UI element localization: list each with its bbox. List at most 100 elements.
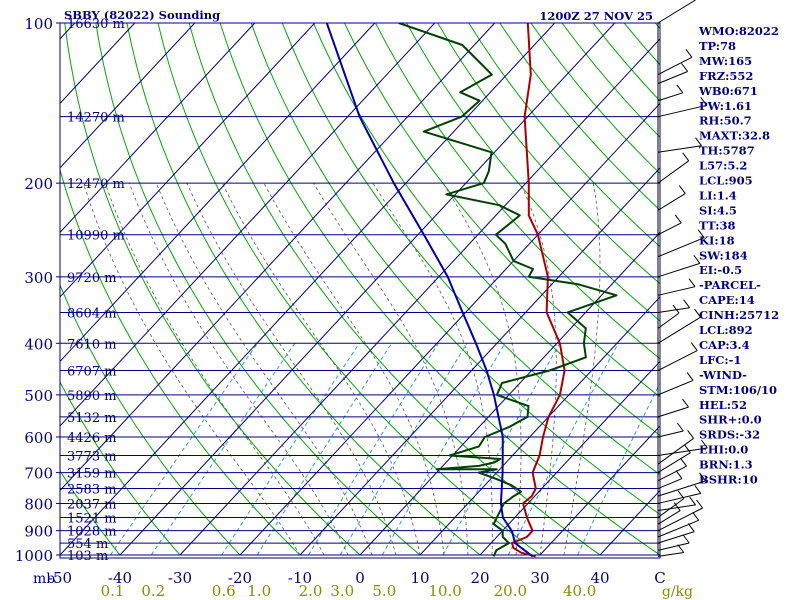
- wind-barb: [657, 511, 700, 538]
- wind-barb: [657, 48, 693, 76]
- isotherm-line: [60, 23, 316, 298]
- pressure-unit-label: mb: [33, 571, 55, 587]
- height-label: 8604 m: [67, 306, 117, 321]
- temperature-tick-label: -50: [48, 569, 72, 587]
- wind-barb: [657, 137, 702, 153]
- height-label: 2583 m: [67, 483, 117, 498]
- temperature-tick-label: -10: [288, 569, 312, 587]
- mixing-ratio-label: 2.0: [299, 582, 323, 600]
- height-label: 16630 m: [67, 17, 125, 32]
- wind-barb: [657, 534, 690, 551]
- wind-barb: [657, 63, 688, 85]
- wind-barb: [657, 444, 691, 474]
- wind-barb: [657, 255, 701, 278]
- isotherm-line: [60, 23, 496, 492]
- chart-background-lines: [60, 23, 660, 556]
- index-entry: MW:165: [699, 54, 752, 68]
- index-entry: MAXT:32.8: [699, 129, 770, 143]
- index-entry: L57:5.2: [699, 159, 747, 173]
- pressure-tick-label: 500: [24, 387, 53, 405]
- wind-barb: [657, 439, 708, 456]
- temperature-tick-label: -30: [168, 569, 192, 587]
- isotherm-line: [239, 102, 660, 556]
- wind-barb: [657, 470, 683, 489]
- height-label: 3159 m: [67, 467, 117, 482]
- temperature-tick-label: 30: [530, 569, 549, 587]
- isotherm-line: [539, 425, 660, 556]
- wind-barb: [657, 299, 690, 313]
- dewpoint-profile-line: [398, 23, 618, 557]
- wind-barb: [657, 278, 696, 296]
- index-entry: -PARCEL-: [699, 278, 761, 292]
- mixing-ratio-label: 5.0: [372, 582, 396, 600]
- wind-barb: [657, 502, 681, 525]
- height-label: 4426 m: [67, 431, 117, 446]
- mixing-ratio-label: 1.0: [247, 582, 271, 600]
- height-label: 10990 m: [67, 229, 125, 244]
- wind-barb: [657, 97, 708, 118]
- index-entry: HEL:52: [699, 398, 747, 412]
- wind-barb: [657, 398, 689, 418]
- mixing-ratio-label: 10.0: [428, 582, 461, 600]
- chart-series: [325, 23, 618, 558]
- height-label: 12470 m: [67, 177, 125, 192]
- height-label: 2037 m: [67, 497, 117, 512]
- wind-barb: [657, 308, 701, 344]
- wind-barb: [657, 152, 690, 184]
- index-entry: SHR+:0.0: [699, 413, 762, 427]
- pressure-tick-label: 800: [24, 495, 53, 513]
- index-entry: SW:184: [699, 248, 748, 262]
- pressure-tick-label: 600: [24, 429, 53, 447]
- height-label: 1028 m: [67, 525, 117, 540]
- temperature-tick-label: 10: [410, 569, 429, 587]
- index-entry: CAP:3.4: [699, 338, 750, 352]
- wind-barb: [657, 429, 694, 465]
- wind-barb: [657, 485, 702, 504]
- valid-time: 1200Z 27 NOV 25: [539, 9, 653, 23]
- index-entry: BRN:1.3: [699, 458, 753, 472]
- wind-barb: [657, 496, 696, 512]
- pressure-tick-label: 200: [24, 175, 53, 193]
- mixing-ratio-label: 20.0: [494, 582, 527, 600]
- parcel-profile-line: [325, 23, 534, 558]
- index-entry: EHI:0.0: [699, 443, 748, 457]
- index-entry: LFC:-1: [699, 353, 741, 367]
- wind-barb: [657, 422, 684, 438]
- index-entry: PW:1.61: [699, 99, 752, 113]
- index-entry: WMO:82022: [698, 24, 779, 38]
- index-entry: LCL:892: [699, 323, 753, 337]
- pressure-tick-label: 700: [24, 465, 53, 483]
- index-entry: BSHR:10: [699, 473, 758, 487]
- mixing-ratio-label: 0.2: [141, 582, 165, 600]
- mixing-ratio-unit-label: g/kg: [662, 584, 693, 600]
- index-entry: LI:1.4: [699, 188, 737, 202]
- index-entry: KI:18: [699, 233, 735, 247]
- height-label: 9720 m: [67, 271, 117, 286]
- index-entry: LCL:905: [699, 174, 753, 188]
- index-entry: EI:-0.5: [699, 263, 742, 277]
- isotherm-line: [359, 231, 660, 556]
- wind-barb: [657, 304, 680, 329]
- mixing-ratio-label: 40.0: [563, 582, 596, 600]
- isotherm-line: [60, 23, 376, 363]
- isotherm-line: [60, 23, 436, 427]
- wind-barb: [657, 372, 694, 396]
- index-entry: SI:4.5: [699, 203, 737, 217]
- height-label: 6707 m: [67, 365, 117, 380]
- moist-adiabat-line: [520, 182, 557, 556]
- chart-title: SBBY (82022) Sounding: [64, 8, 220, 22]
- temperature-tick-label: C: [654, 569, 665, 587]
- isotherm-line: [119, 23, 616, 556]
- temperature-tick-label: -20: [228, 569, 252, 587]
- height-label: 5132 m: [67, 411, 117, 426]
- pressure-tick-label: 400: [24, 335, 53, 353]
- wind-barb: [657, 499, 703, 532]
- index-entry: TH:5787: [699, 144, 755, 158]
- temperature-profile-line: [511, 23, 566, 558]
- index-entry: TT:38: [699, 218, 736, 232]
- isotherm-line: [479, 360, 660, 556]
- height-labels: 16630 m 14270 m 12470 m 10990 m 9720 m 8604 m…: [67, 17, 125, 564]
- height-label: 554 m: [67, 537, 108, 552]
